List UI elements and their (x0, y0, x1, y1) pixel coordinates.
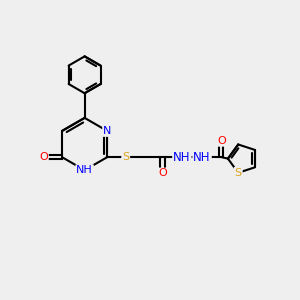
Text: O: O (158, 169, 167, 178)
Text: O: O (39, 152, 48, 162)
Text: NH: NH (173, 151, 190, 164)
Text: N: N (103, 126, 111, 136)
Text: NH: NH (193, 151, 211, 164)
Text: NH: NH (76, 165, 93, 175)
Text: O: O (217, 136, 226, 146)
Text: S: S (235, 168, 242, 178)
Text: S: S (122, 152, 129, 162)
